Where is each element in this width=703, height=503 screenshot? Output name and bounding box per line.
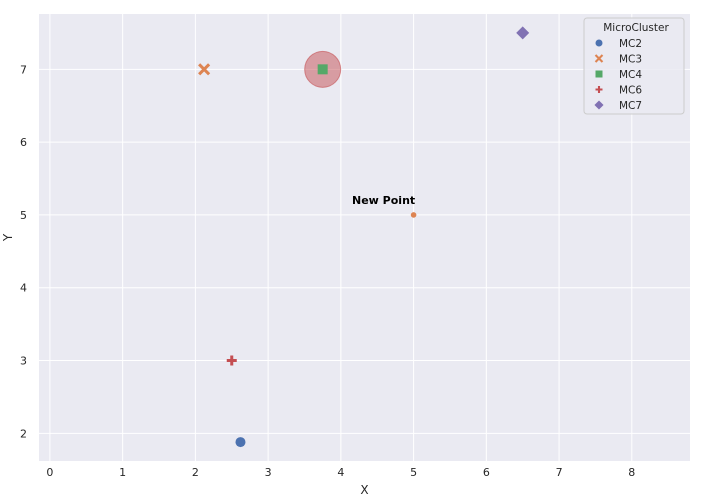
legend-marker-mc2 — [595, 39, 603, 47]
legend-label-mc3: MC3 — [619, 54, 642, 66]
annotation-new-point: New Point — [352, 194, 415, 207]
y-tick-label: 3 — [20, 355, 27, 368]
legend-label-mc6: MC6 — [619, 85, 642, 97]
data-points — [198, 26, 530, 448]
y-axis-label: Y — [1, 233, 15, 242]
x-tick-label: 1 — [119, 466, 126, 479]
legend: MicroCluster MC2 MC3 MC4 MC6 MC7 — [583, 17, 685, 115]
point-mc7 — [516, 26, 530, 40]
y-tick-label: 2 — [20, 427, 27, 440]
legend-marker-mc3 — [594, 54, 604, 63]
y-tick-labels: 2 3 4 5 6 7 — [20, 63, 27, 440]
legend-marker-mc4 — [595, 70, 603, 78]
legend-label-mc4: MC4 — [619, 69, 642, 81]
legend-title: MicroCluster — [603, 22, 669, 34]
x-tick-label: 8 — [628, 466, 635, 479]
x-tick-label: 0 — [46, 466, 53, 479]
y-tick-label: 7 — [20, 63, 27, 76]
point-mc6 — [226, 355, 237, 366]
x-tick-label: 4 — [337, 466, 344, 479]
legend-marker-mc6 — [595, 86, 603, 93]
legend-marker-mc7 — [594, 100, 604, 110]
legend-label-mc2: MC2 — [619, 38, 642, 50]
legend-label-mc7: MC7 — [619, 100, 642, 112]
point-mc2 — [235, 437, 246, 448]
plot-background — [39, 14, 690, 461]
y-tick-label: 6 — [20, 136, 27, 149]
x-tick-label: 7 — [556, 466, 563, 479]
x-tick-label: 3 — [265, 466, 272, 479]
legend-entries: MC2 MC3 MC4 MC6 MC7 — [594, 38, 642, 112]
x-tick-labels: 0 1 2 3 4 5 6 7 8 — [46, 466, 635, 479]
y-tick-label: 4 — [20, 282, 27, 295]
point-new — [410, 212, 417, 218]
legend-frame — [583, 17, 685, 115]
x-tick-label: 2 — [192, 466, 199, 479]
point-mc3 — [198, 63, 211, 76]
point-mc4 — [317, 64, 328, 75]
x-tick-label: 5 — [410, 466, 417, 479]
x-axis-label: X — [360, 483, 368, 497]
x-tick-label: 6 — [483, 466, 490, 479]
y-tick-label: 5 — [20, 209, 27, 222]
